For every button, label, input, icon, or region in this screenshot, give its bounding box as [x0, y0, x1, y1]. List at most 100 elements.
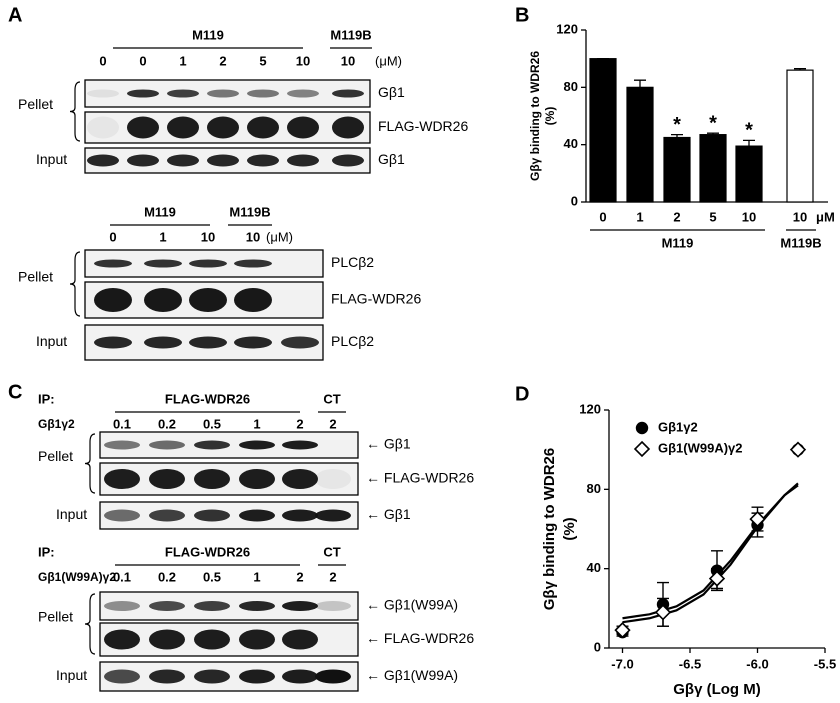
x-tick-label: 5 [709, 209, 716, 224]
y-tick-label: 120 [579, 401, 601, 416]
blot-band [239, 669, 275, 684]
group-label: M119B [330, 27, 371, 42]
blot-band [282, 601, 318, 611]
bar [735, 145, 763, 203]
blot-band [281, 336, 319, 349]
y-tick-label: 120 [556, 21, 578, 36]
x-tick-label: 1 [636, 209, 643, 224]
blot-band [332, 154, 364, 167]
input-label: Input [56, 506, 87, 522]
panel-label: A [8, 4, 22, 26]
blot-band [144, 259, 182, 268]
blot-band [149, 509, 185, 522]
pellet-label: Pellet [18, 96, 53, 112]
blot-band [144, 288, 182, 312]
input-label: Input [36, 333, 67, 349]
x-tick-label: 2 [673, 209, 680, 224]
y-axis-title: (%) [543, 107, 557, 126]
error-bar [671, 133, 683, 138]
group-label: M119 [144, 204, 176, 219]
blot-band [194, 669, 230, 684]
x-tick-label: -6.5 [679, 656, 701, 671]
concentration: 1 [253, 569, 260, 584]
bar [663, 136, 691, 203]
bracket [84, 593, 96, 655]
blot-band [315, 469, 351, 489]
pellet-label: Pellet [38, 448, 73, 464]
protein-label: Gβ1γ2 [38, 417, 75, 431]
blot-band [127, 89, 159, 98]
blot-band [127, 116, 159, 139]
blot-band [234, 336, 272, 349]
blot-band [315, 601, 351, 611]
x-tick-label: -7.0 [611, 656, 633, 671]
concentration: 2 [296, 569, 303, 584]
error-bar [794, 68, 806, 71]
band-label: Gβ1 [378, 84, 405, 100]
blot-band [194, 601, 230, 611]
blot-band [239, 629, 275, 650]
blot-band [315, 509, 351, 522]
group-label: M119B [229, 204, 270, 219]
concentration: 0.1 [113, 416, 131, 431]
blot-band [104, 601, 140, 611]
group-label: FLAG-WDR26 [165, 391, 250, 406]
y-tick-label: 80 [564, 79, 578, 94]
error-bar [743, 139, 755, 147]
band-label: ← Gβ1(W99A) [366, 667, 458, 683]
unit: (μM) [266, 229, 293, 244]
blot-band [167, 116, 199, 139]
blot-band [247, 89, 279, 98]
concentration: 5 [259, 53, 266, 68]
blot-band [94, 336, 132, 349]
marker [654, 604, 672, 621]
protein-label: Gβ1(W99A)γ2 [38, 570, 116, 584]
group-label: M119B [780, 235, 821, 250]
blot-band [189, 288, 227, 312]
x-tick-label: 10 [742, 209, 756, 224]
blot-band [149, 469, 185, 489]
blot-band [332, 116, 364, 139]
x-tick-label: 10 [793, 209, 807, 224]
concentration: 0 [139, 53, 146, 68]
concentration: 0 [99, 53, 106, 68]
concentration: 10 [296, 53, 310, 68]
blot-band [282, 669, 318, 684]
blot-band [247, 154, 279, 167]
concentration: 0.5 [203, 569, 221, 584]
concentration: 2 [329, 569, 336, 584]
y-tick-label: 0 [571, 193, 578, 208]
y-tick-label: 0 [594, 639, 601, 654]
pellet-label: Pellet [38, 609, 73, 625]
blot-band [194, 469, 230, 489]
legend-marker [635, 421, 649, 435]
group-label: CT [323, 544, 340, 559]
panel-label: B [515, 4, 529, 26]
blot-band [94, 259, 132, 268]
blot-band [149, 440, 185, 450]
concentration: 1 [159, 229, 166, 244]
x-axis-title: Gβγ (Log M) [673, 681, 760, 698]
concentration: 0 [109, 229, 116, 244]
concentration: 1 [179, 53, 186, 68]
blot-band [87, 116, 119, 139]
blot-band [332, 89, 364, 98]
unit: (μM) [375, 53, 402, 68]
blot-band [189, 336, 227, 349]
group-label: FLAG-WDR26 [165, 544, 250, 559]
blot-band [144, 336, 182, 349]
group-label: M119 [192, 27, 224, 42]
marker [789, 441, 807, 458]
blot-band [287, 116, 319, 139]
blot-band [189, 259, 227, 268]
significance: * [709, 112, 717, 134]
concentration: 2 [329, 416, 336, 431]
significance: * [673, 114, 681, 136]
concentration: 0.5 [203, 416, 221, 431]
concentration: 10 [246, 229, 260, 244]
legend-label: Gβ1(W99A)γ2 [658, 440, 743, 455]
blot-band [239, 601, 275, 611]
concentration: 0.2 [158, 569, 176, 584]
y-axis-title: Gβγ binding to WDR26 [541, 448, 558, 610]
